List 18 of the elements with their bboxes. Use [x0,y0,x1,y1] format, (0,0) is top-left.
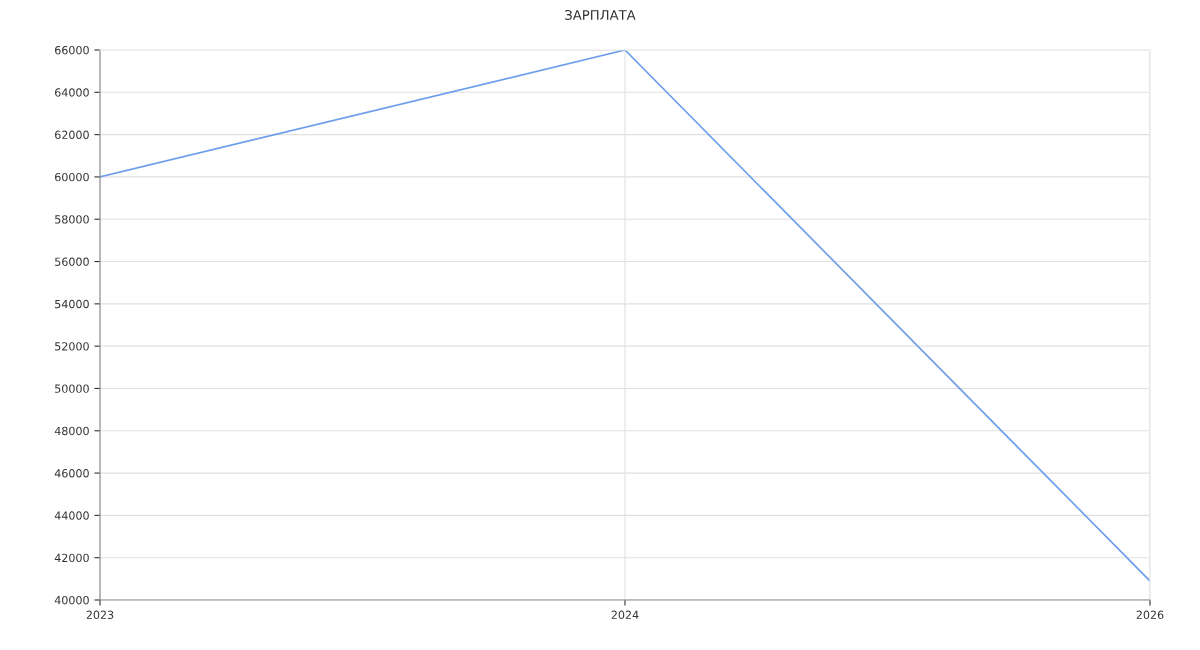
y-tick-label: 66000 [55,45,89,55]
y-tick-label: 64000 [55,88,89,97]
x-tick-label: 2026 [1136,610,1164,620]
y-tick-label: 44000 [54,511,89,520]
y-tick-label: 58000 [55,215,89,224]
x-tick-label: 2024 [611,610,639,620]
chart-title: ЗАРПЛАТА [565,9,636,20]
y-tick-label: 54000 [55,299,89,309]
y-tick-label: 56000 [55,257,89,266]
y-tick-label: 52000 [55,342,89,351]
y-tick-label: 42000 [54,553,89,563]
y-tick-label: 40000 [54,595,89,605]
x-tick-label: 2023 [86,610,114,620]
y-tick-label: 46000 [54,469,89,478]
y-tick-label: 62000 [55,130,89,139]
y-tick-label: 48000 [54,426,89,436]
y-tick-label: 50000 [55,384,89,393]
y-tick-label: 60000 [55,172,89,182]
